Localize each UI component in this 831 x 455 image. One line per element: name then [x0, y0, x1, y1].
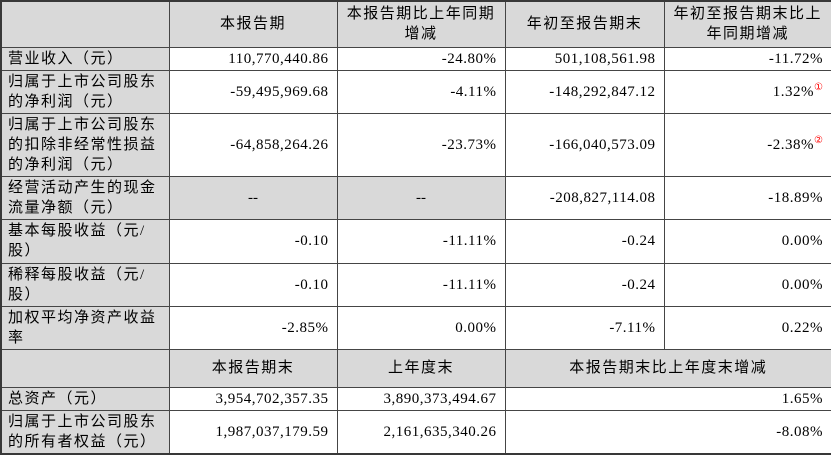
row-label: 稀释每股收益（元/股）: [0, 262, 170, 307]
corner-cell: [0, 348, 170, 388]
header-row-period-end: 本报告期末 上年度末 本报告期末比上年度末增减: [0, 348, 831, 388]
cell-value: -64,858,264.26: [168, 112, 338, 177]
table-row-weighted-avg-roe: 加权平均净资产收益率 -2.85% 0.00% -7.11% 0.22%: [0, 305, 831, 350]
cell-value: 3,954,702,357.35: [168, 386, 338, 411]
cell-value: -2.38%②: [663, 112, 831, 177]
column-header-period-end: 本报告期末: [168, 348, 338, 388]
cell-value: -23.73%: [336, 112, 506, 177]
corner-cell: [0, 0, 170, 48]
table-row-net-profit: 归属于上市公司股东的净利润（元） -59,495,969.68 -4.11% -…: [0, 69, 831, 114]
column-header-period-end-change: 本报告期末比上年度末增减: [504, 348, 831, 388]
row-label: 基本每股收益（元/股）: [0, 218, 170, 264]
cell-value: -59,495,969.68: [168, 69, 338, 114]
cell-value: -8.08%: [504, 409, 831, 454]
cell-value: -0.10: [168, 262, 338, 307]
header-row-period: 本报告期 本报告期比上年同期增减 年初至报告期末 年初至报告期末比上年同期增减: [0, 0, 831, 48]
cell-value: -2.85%: [168, 305, 338, 350]
table-row-total-assets: 总资产（元） 3,954,702,357.35 3,890,373,494.67…: [0, 386, 831, 411]
cell-value: -11.11%: [336, 218, 506, 264]
column-header-ytd: 年初至报告期末: [504, 0, 665, 48]
table-row-owners-equity: 归属于上市公司股东的所有者权益（元） 1,987,037,179.59 2,16…: [0, 409, 831, 454]
row-label: 加权平均净资产收益率: [0, 305, 170, 350]
cell-value: -11.72%: [663, 46, 831, 71]
cell-value: 1.65%: [504, 386, 831, 411]
table-row-net-profit-excl-nonrecurring: 归属于上市公司股东的扣除非经常性损益的净利润（元） -64,858,264.26…: [0, 112, 831, 177]
cell-value: 1.32%①: [663, 69, 831, 114]
row-label: 总资产（元）: [0, 386, 170, 411]
cell-value: -148,292,847.12: [504, 69, 665, 114]
cell-value: -166,040,573.09: [504, 112, 665, 177]
row-label: 归属于上市公司股东的净利润（元）: [0, 69, 170, 114]
cell-value: -4.11%: [336, 69, 506, 114]
column-header-prior-year-end: 上年度末: [336, 348, 506, 388]
cell-value: -18.89%: [663, 175, 831, 220]
cell-value: -0.24: [504, 262, 665, 307]
cell-value: 0.00%: [663, 218, 831, 264]
row-label: 经营活动产生的现金流量净额（元）: [0, 175, 170, 220]
footnote-marker-2: ②: [814, 134, 823, 146]
cell-value: -11.11%: [336, 262, 506, 307]
cell-value: 2,161,635,340.26: [336, 409, 506, 454]
cell-value: -7.11%: [504, 305, 665, 350]
section-main-indicators: 本报告期 本报告期比上年同期增减 年初至报告期末 年初至报告期末比上年同期增减 …: [0, 0, 831, 350]
cell-value: 0.00%: [336, 305, 506, 350]
footnote-marker-1: ①: [814, 81, 823, 93]
cell-value: 3,890,373,494.67: [336, 386, 506, 411]
table-row-basic-eps: 基本每股收益（元/股） -0.10 -11.11% -0.24 0.00%: [0, 218, 831, 264]
cell-value: -0.10: [168, 218, 338, 264]
cell-value: 110,770,440.86: [168, 46, 338, 71]
cell-value-text: 1.32%: [772, 83, 815, 100]
column-header-period-change: 本报告期比上年同期增减: [336, 0, 506, 48]
cell-value: -208,827,114.08: [504, 175, 665, 220]
row-label: 归属于上市公司股东的所有者权益（元）: [0, 409, 170, 454]
cell-value: 1,987,037,179.59: [168, 409, 338, 454]
row-label: 营业收入（元）: [0, 46, 170, 71]
row-label: 归属于上市公司股东的扣除非经常性损益的净利润（元）: [0, 112, 170, 177]
cell-value-text: -2.38%: [767, 136, 815, 153]
table-row-revenue: 营业收入（元） 110,770,440.86 -24.80% 501,108,5…: [0, 46, 831, 71]
cell-value: -24.80%: [336, 46, 506, 71]
column-header-current-period: 本报告期: [168, 0, 338, 48]
cell-value: 0.00%: [663, 262, 831, 307]
cell-value-na: --: [336, 175, 506, 220]
cell-value: 0.22%: [663, 305, 831, 350]
cell-value: -0.24: [504, 218, 665, 264]
cell-value: 501,108,561.98: [504, 46, 665, 71]
cell-value-na: --: [168, 175, 338, 220]
table-row-operating-cash-flow: 经营活动产生的现金流量净额（元） -- -- -208,827,114.08 -…: [0, 175, 831, 220]
table-row-diluted-eps: 稀释每股收益（元/股） -0.10 -11.11% -0.24 0.00%: [0, 262, 831, 307]
column-header-ytd-change: 年初至报告期末比上年同期增减: [663, 0, 831, 48]
